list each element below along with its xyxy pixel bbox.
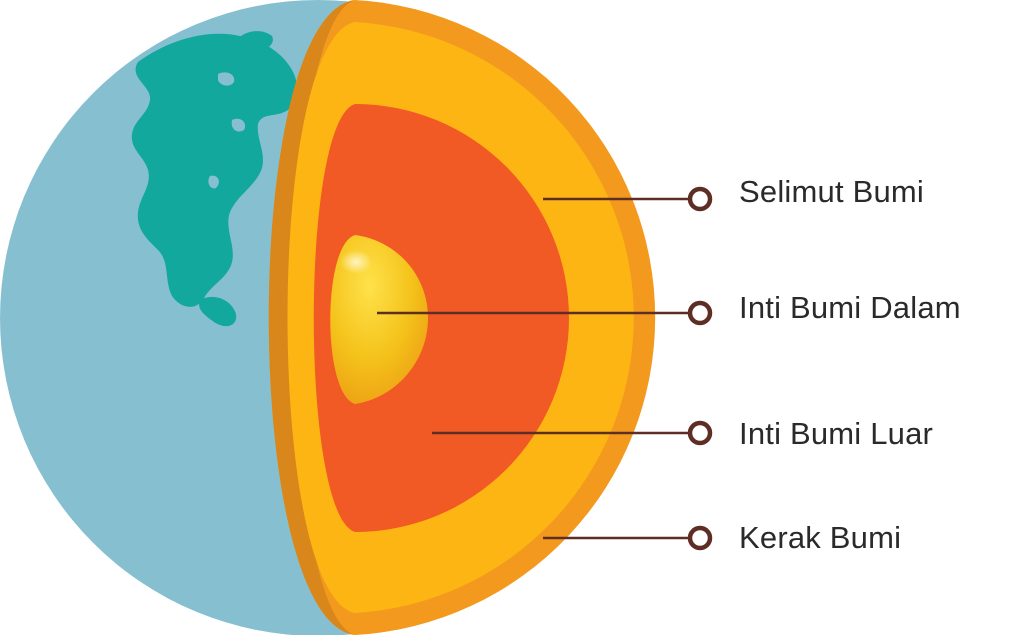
- marker-mantle: [687, 186, 713, 212]
- marker-inner-core: [687, 300, 713, 326]
- label-outer-core: Inti Bumi Luar: [739, 416, 934, 451]
- label-inner-core: Inti Bumi Dalam: [739, 290, 961, 325]
- label-crust: Kerak Bumi: [739, 520, 902, 555]
- marker-crust: [687, 525, 713, 551]
- inner-core-highlight: [340, 250, 372, 274]
- crust-edge: [268, 0, 355, 635]
- label-mantle: Selimut Bumi: [739, 174, 925, 209]
- marker-outer-core: [687, 420, 713, 446]
- outer-core-layer: [313, 104, 569, 532]
- land-mass: [131, 31, 297, 327]
- inner-core-layer: [330, 235, 428, 404]
